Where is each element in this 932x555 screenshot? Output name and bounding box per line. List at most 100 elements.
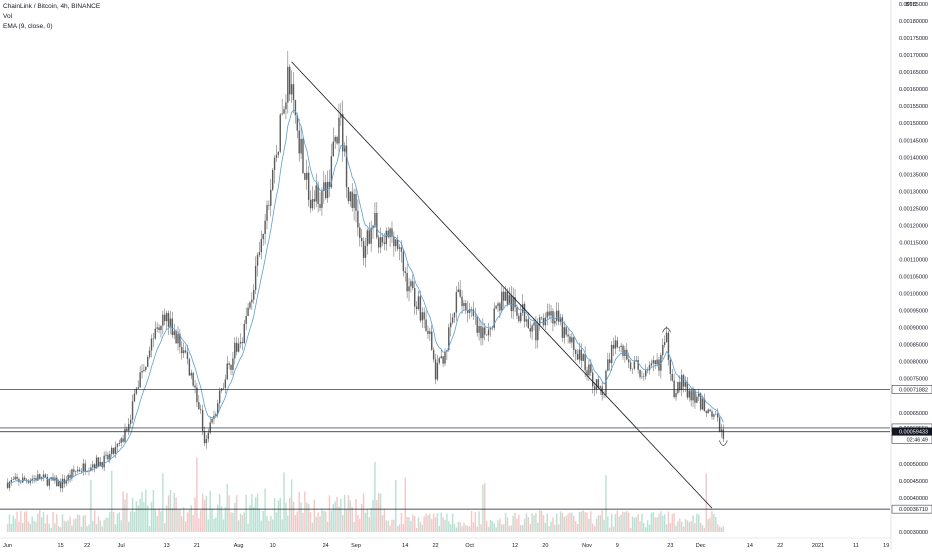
volume-bar-12: [29, 523, 32, 532]
volume-bar-221: [425, 513, 427, 532]
candle-body-186: [359, 227, 361, 238]
candle-body-281: [538, 317, 541, 325]
volume-bar-253: [485, 520, 488, 532]
volume-bar-137: [266, 516, 268, 532]
volume-bar-261: [501, 524, 503, 532]
volume-bar-341: [652, 512, 655, 532]
candle-body-123: [239, 342, 242, 344]
volume-bar-309: [591, 523, 594, 532]
candle-body-213: [410, 281, 412, 287]
candle-body-340: [650, 363, 653, 366]
volume-bar-299: [573, 515, 575, 532]
volume-bar-101: [198, 518, 200, 532]
candle-body-297: [569, 336, 571, 343]
volume-bar-86: [169, 490, 172, 532]
volume-bar-228: [438, 525, 441, 532]
volume-bar-316: [605, 475, 607, 532]
time-tick-6: Aug: [234, 543, 244, 549]
candle-body-188: [362, 241, 365, 258]
candle-body-197: [379, 237, 382, 248]
volume-bar-239: [459, 522, 461, 532]
volume-bar-304: [582, 510, 584, 532]
candle-body-26: [56, 477, 58, 487]
volume-bar-147: [285, 502, 287, 532]
candle-body-251: [482, 327, 484, 339]
volume-bar-139: [270, 515, 272, 532]
candle-body-205: [395, 239, 397, 247]
candle-body-128: [249, 302, 251, 308]
candle-body-321: [614, 340, 617, 349]
candle-body-356: [680, 375, 683, 391]
candle-body-98: [192, 372, 194, 386]
volume-bar-159: [307, 503, 310, 532]
volume-bar-87: [171, 508, 174, 532]
price-tick-24: 0.00050000: [899, 462, 928, 468]
volume-bar-182: [351, 506, 353, 532]
volume-bar-160: [309, 512, 312, 532]
volume-bar-224: [431, 519, 433, 532]
candle-body-125: [243, 323, 245, 343]
volume-bar-210: [404, 477, 406, 532]
volume-bar-169: [326, 521, 329, 532]
volume-bar-153: [296, 511, 299, 532]
volume-bar-233: [448, 521, 450, 532]
price-axis[interactable]: 0.00185000 0.00180000 0.00175000 0.00170000…: [890, 0, 928, 550]
volume-bar-128: [249, 505, 251, 532]
symbol-title[interactable]: ChainLink / Bitcoin, 4h, BINANCE: [3, 3, 101, 10]
price-tick-1: 0.00180000: [899, 19, 928, 25]
price-tick-27: 0.00030000: [899, 530, 928, 536]
candle-body-87: [171, 318, 174, 336]
candle-body-371: [709, 409, 711, 412]
candle-body-273: [523, 303, 526, 322]
volume-bar-126: [245, 494, 247, 532]
volume-bar-189: [364, 512, 367, 532]
volume-bar-339: [648, 524, 651, 532]
candle-body-127: [247, 307, 249, 316]
candle-body-367: [701, 398, 704, 410]
volume-bar-310: [593, 526, 596, 532]
candle-body-84: [165, 312, 168, 322]
candle-body-282: [540, 317, 543, 319]
volume-indicator-label[interactable]: Vol: [3, 13, 13, 20]
volume-bar-374: [715, 516, 717, 532]
candle-body-214: [412, 281, 414, 288]
volume-bar-315: [603, 519, 605, 532]
candle-body-155: [300, 138, 302, 154]
candle-body-224: [431, 331, 433, 350]
candle-body-153: [296, 115, 299, 131]
chart-legend: ChainLink / Bitcoin, 4h, BINANCE Vol EMA…: [3, 2, 100, 32]
volume-bar-277: [531, 513, 533, 532]
candle-body-93: [182, 350, 185, 354]
ema-indicator-label[interactable]: EMA (9, close, 0): [3, 23, 53, 30]
candle-body-229: [440, 356, 442, 359]
volume-bar-148: [287, 515, 289, 532]
volume-bar-112: [218, 494, 221, 532]
volume-bar-270: [518, 514, 520, 532]
trendline[interactable]: [291, 61, 713, 509]
volume-bar-72: [143, 502, 145, 532]
volume-bar-97: [190, 505, 192, 532]
candle-body-47: [95, 457, 98, 469]
candle-body-152: [294, 100, 297, 116]
candle-body-301: [576, 353, 579, 360]
volume-bar-117: [228, 495, 230, 532]
volume-bar-100: [196, 457, 198, 532]
time-axis[interactable]: Jun 15 22 Jul 13 21 Aug 10 24 Sep 14 22 Oct 12 20 Nov 9 2…: [0, 537, 891, 549]
candle-body-207: [398, 247, 401, 249]
volume-bar-227: [436, 513, 439, 532]
candle-body-179: [345, 145, 348, 188]
volume-bar-278: [533, 515, 535, 532]
candle-body-9: [23, 477, 26, 480]
candle-body-50: [101, 461, 103, 468]
volume-bar-74: [146, 505, 149, 532]
candle-body-218: [419, 296, 422, 321]
level-tag-label-0: 0.00071882: [899, 387, 928, 393]
volume-bar-187: [360, 503, 363, 532]
candle-body-118: [230, 364, 232, 370]
volume-bar-250: [480, 524, 482, 532]
volume-bar-107: [209, 491, 211, 532]
volume-bar-279: [535, 512, 537, 532]
volume-bar-58: [116, 513, 119, 532]
